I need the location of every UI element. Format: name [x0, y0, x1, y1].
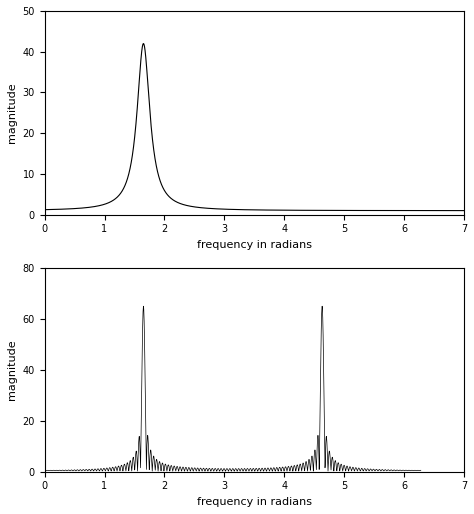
X-axis label: frequency in radians: frequency in radians — [197, 240, 312, 250]
Y-axis label: magnitude: magnitude — [7, 340, 17, 400]
X-axis label: frequency in radians: frequency in radians — [197, 497, 312, 507]
Y-axis label: magnitude: magnitude — [7, 83, 17, 143]
